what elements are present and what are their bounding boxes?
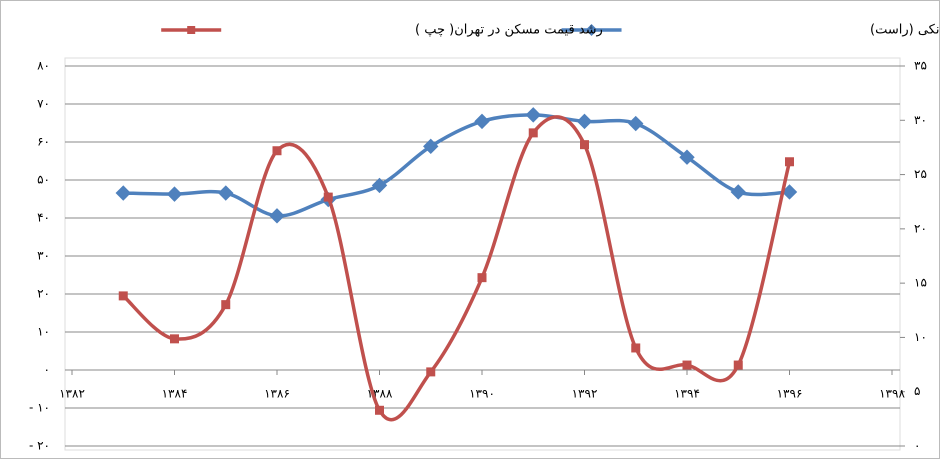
marker [581,141,589,149]
y2-tick-label: ۱۰ [914,330,927,344]
x-tick-label: ۱۳۸۲ [59,387,85,401]
y2-tick-label: ۵ [914,384,920,398]
x-tick-label: ۱۳۹۰ [469,387,495,401]
y-tick-label: ۶۰ [37,135,50,149]
legend-label: سهم بخش مسکن از تسهیلات بانکی (راست) [870,23,940,38]
y-tick-label: ۵۰ [37,173,50,187]
x-tick-label: ۱۳۹۲ [572,387,598,401]
marker [529,129,537,137]
legend-marker [187,26,195,34]
marker [273,147,281,155]
marker [324,193,332,201]
y2-tick-label: ۱۵ [914,276,927,290]
y2-tick-label: ۲۰ [914,221,927,235]
page: {"chart_data": {"type": "line", "x": [13… [0,0,940,459]
y2-tick-label: ۰ [914,439,920,453]
y-tick-label: ۱۰ [37,325,50,339]
marker [683,361,691,369]
marker [171,335,179,343]
x-tick-label: ۱۳۹۸ [879,387,905,401]
legend-label: رشد قیمت مسکن در تهران( چپ ) [415,23,603,38]
marker [478,274,486,282]
x-tick-label: ۱۳۹۶ [777,387,803,401]
x-tick-label: ۱۳۹۴ [674,387,700,401]
marker [119,292,127,300]
y-tick-label: ۳۰ [37,249,50,263]
marker [222,301,230,309]
y-tick-label: - ۱۰ [29,401,50,415]
y2-tick-label: ۲۵ [914,167,927,181]
x-tick-label: ۱۳۸۴ [162,387,188,401]
y2-tick-label: ۳۰ [914,113,927,127]
marker [632,344,640,352]
y-tick-label: ۲۰ [37,287,50,301]
y-tick-label: ۰ [44,363,50,377]
chart: - ۲۰ - ۱۰ ۰ ۱۰ ۲۰ ۳۰ ۴۰ ۵۰ ۶۰ ۷۰ ۸۰ ۰ ۵ ۱۰ ۱۵ ۲۰ ۲۵ ۳۰ ۳۵ ۱… [0,0,940,459]
x-tick-label: ۱۳۸۶ [264,387,290,401]
marker [376,406,384,414]
marker [427,368,435,376]
y-tick-label: - ۲۰ [29,439,50,453]
marker [786,158,794,166]
y-tick-label: ۸۰ [37,59,50,73]
y2-tick-label: ۳۵ [914,59,927,73]
y-tick-label: ۷۰ [37,97,50,111]
y-tick-label: ۴۰ [37,211,50,225]
marker [734,361,742,369]
